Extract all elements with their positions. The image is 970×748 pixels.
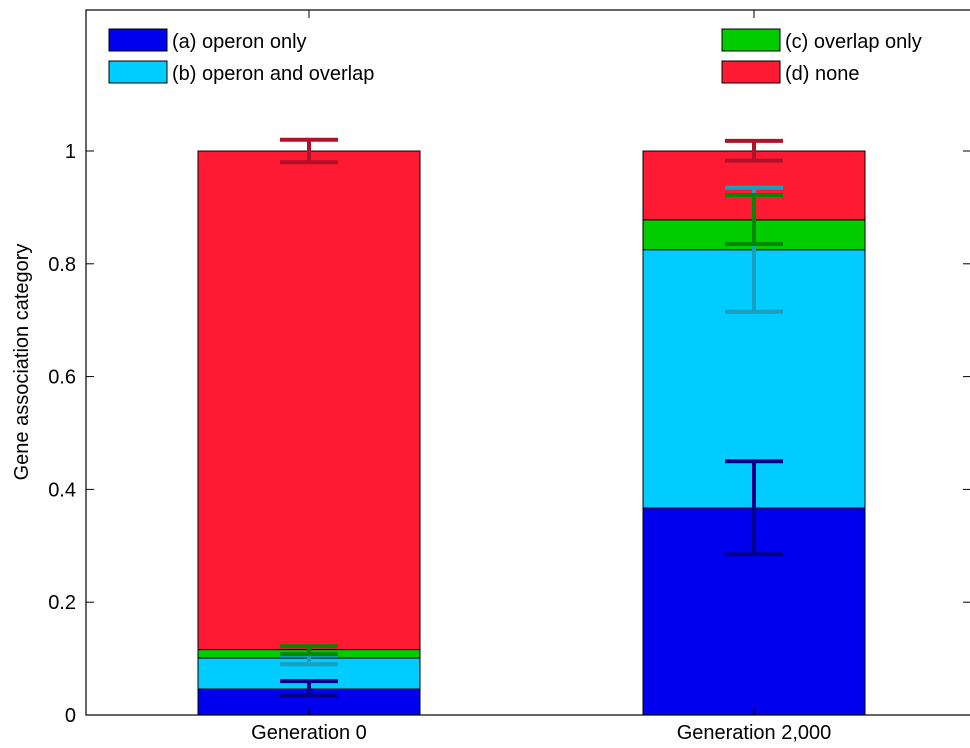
error-bar-0-0 xyxy=(280,679,338,698)
axes-box xyxy=(85,9,970,716)
error-bar-1-0 xyxy=(725,459,783,557)
y-tick-label: 1 xyxy=(65,141,76,163)
legend-label: (c) overlap only xyxy=(785,31,922,53)
bar-segment-0-3 xyxy=(197,150,421,651)
legend-item-2: (c) overlap only xyxy=(721,28,922,53)
x-tick-label: Generation 2,000 xyxy=(677,722,832,743)
y-tick-label: 0.8 xyxy=(48,254,76,276)
x-tick-label: Generation 0 xyxy=(251,722,367,743)
legend-label: (b) operon and overlap xyxy=(172,63,374,85)
error-bar-1-2 xyxy=(725,192,783,247)
y-axis-label: Gene association category xyxy=(11,244,33,481)
legend-swatch xyxy=(721,28,781,52)
y-tick-label: 0 xyxy=(65,705,76,727)
legend-label: (d) none xyxy=(785,63,860,85)
error-bar-0-2 xyxy=(280,644,338,657)
legend-item-0: (a) operon only xyxy=(108,28,307,53)
legend-item-1: (b) operon and overlap xyxy=(108,60,374,85)
y-tick-label: 0.4 xyxy=(48,479,76,501)
legend-swatch xyxy=(108,28,168,52)
legend-item-3: (d) none xyxy=(721,60,860,85)
error-bar-1-3 xyxy=(725,138,783,163)
legend-label: (a) operon only xyxy=(172,31,307,53)
legend-swatch xyxy=(108,60,168,84)
error-bar-0-3 xyxy=(280,137,338,165)
y-tick-label: 0.6 xyxy=(48,367,76,389)
legend-swatch xyxy=(721,60,781,84)
y-tick-label: 0.2 xyxy=(48,592,76,614)
